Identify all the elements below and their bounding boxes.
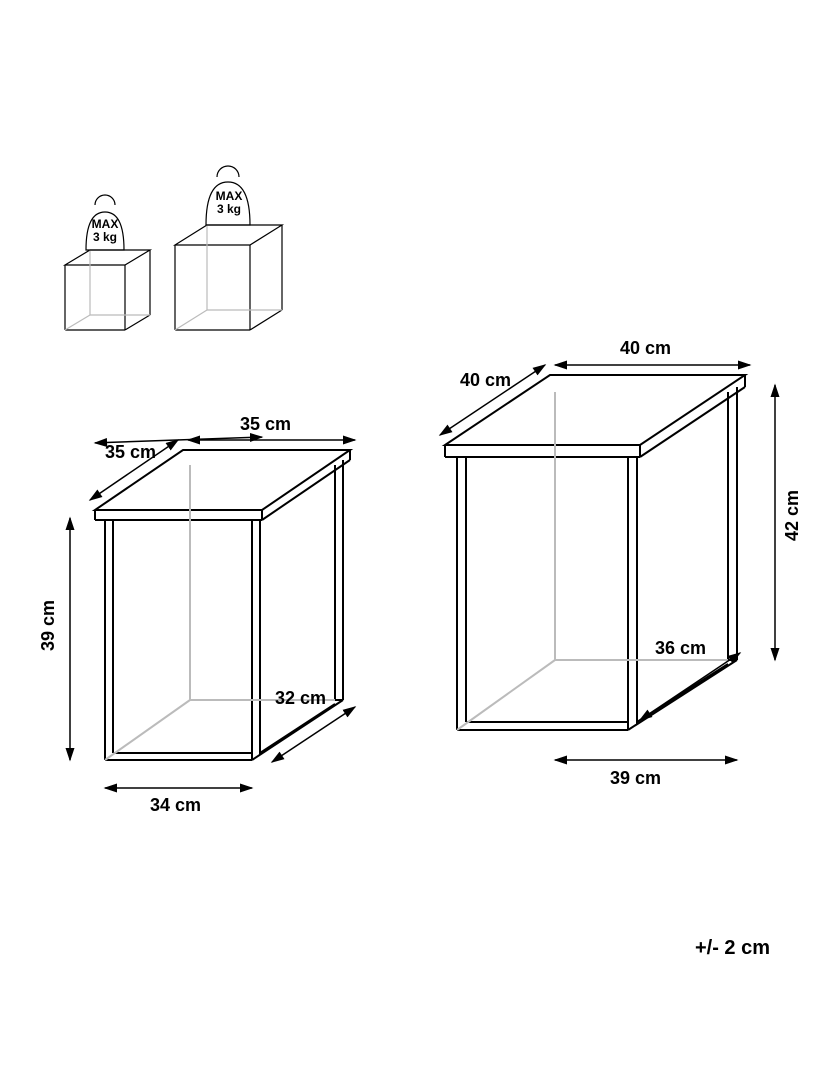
label-large-top-depth: 40 cm <box>620 338 671 359</box>
dims-large <box>440 365 775 660</box>
arrow-large-depth <box>640 653 740 720</box>
weight-label-large: MAX 3 kg <box>208 190 250 216</box>
label-small-base-width: 34 cm <box>150 795 201 816</box>
max-text: MAX <box>92 217 119 231</box>
diagram-canvas: MAX 3 kg MAX 3 kg 35 cm 35 cm 39 cm 34 c… <box>0 0 830 1080</box>
label-large-height: 42 cm <box>782 490 803 541</box>
label-small-height: 39 cm <box>38 600 59 651</box>
mini-table-small <box>65 195 150 330</box>
label-small-top-depth: 35 cm <box>240 414 291 435</box>
label-small-top-width: 35 cm <box>105 442 156 463</box>
table-small <box>95 450 350 760</box>
max-text: MAX <box>216 189 243 203</box>
label-large-top-width: 40 cm <box>460 370 511 391</box>
weight-text: 3 kg <box>93 230 117 244</box>
label-large-base-width: 39 cm <box>610 768 661 789</box>
label-small-base-depth: 32 cm <box>275 688 326 709</box>
label-large-base-depth: 36 cm <box>655 638 706 659</box>
table-large <box>445 375 745 730</box>
weight-text: 3 kg <box>217 202 241 216</box>
diagram-svg <box>0 0 830 1080</box>
weight-label-small: MAX 3 kg <box>86 218 124 244</box>
tolerance-label: +/- 2 cm <box>695 937 770 960</box>
